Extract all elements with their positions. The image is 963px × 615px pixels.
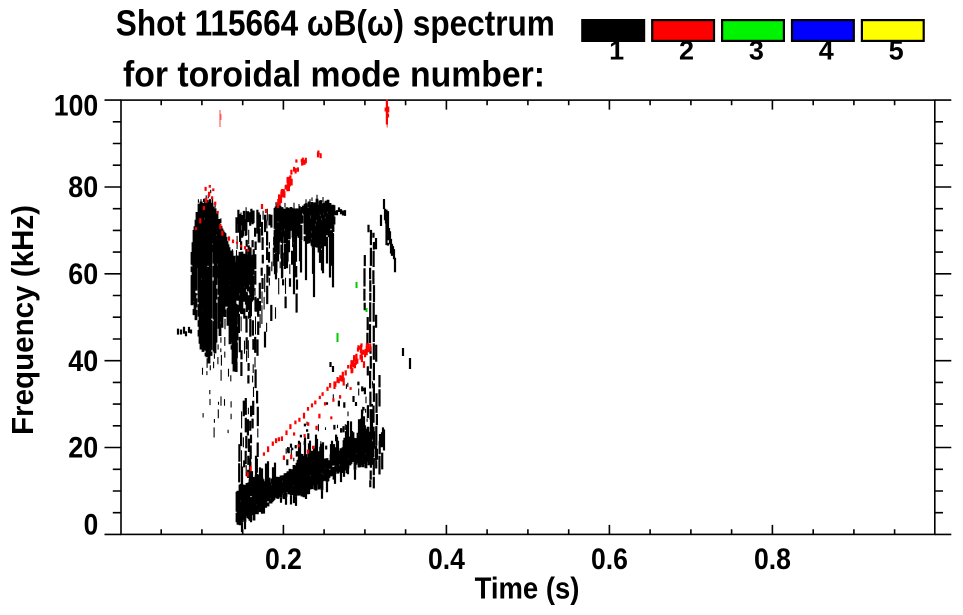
svg-text:80: 80	[68, 171, 98, 204]
svg-text:3: 3	[749, 35, 764, 65]
svg-text:20: 20	[68, 432, 98, 465]
svg-text:60: 60	[68, 258, 98, 291]
svg-text:4: 4	[819, 35, 834, 65]
svg-text:0.6: 0.6	[591, 543, 628, 576]
svg-text:0.8: 0.8	[754, 543, 791, 576]
svg-text:Frequency (kHz): Frequency (kHz)	[6, 205, 40, 435]
svg-text:Time (s): Time (s)	[475, 571, 580, 605]
svg-text:0.4: 0.4	[428, 543, 465, 576]
svg-text:0.2: 0.2	[265, 543, 302, 576]
svg-text:5: 5	[889, 35, 904, 65]
svg-text:2: 2	[679, 35, 694, 65]
svg-text:40: 40	[68, 345, 98, 378]
svg-text:0: 0	[84, 509, 99, 542]
svg-text:for toroidal mode number:: for toroidal mode number:	[123, 53, 545, 94]
svg-text:Shot 115664 ωB(ω) spectrum: Shot 115664 ωB(ω) spectrum	[116, 3, 555, 44]
svg-text:100: 100	[54, 89, 98, 122]
svg-text:1: 1	[609, 35, 624, 65]
